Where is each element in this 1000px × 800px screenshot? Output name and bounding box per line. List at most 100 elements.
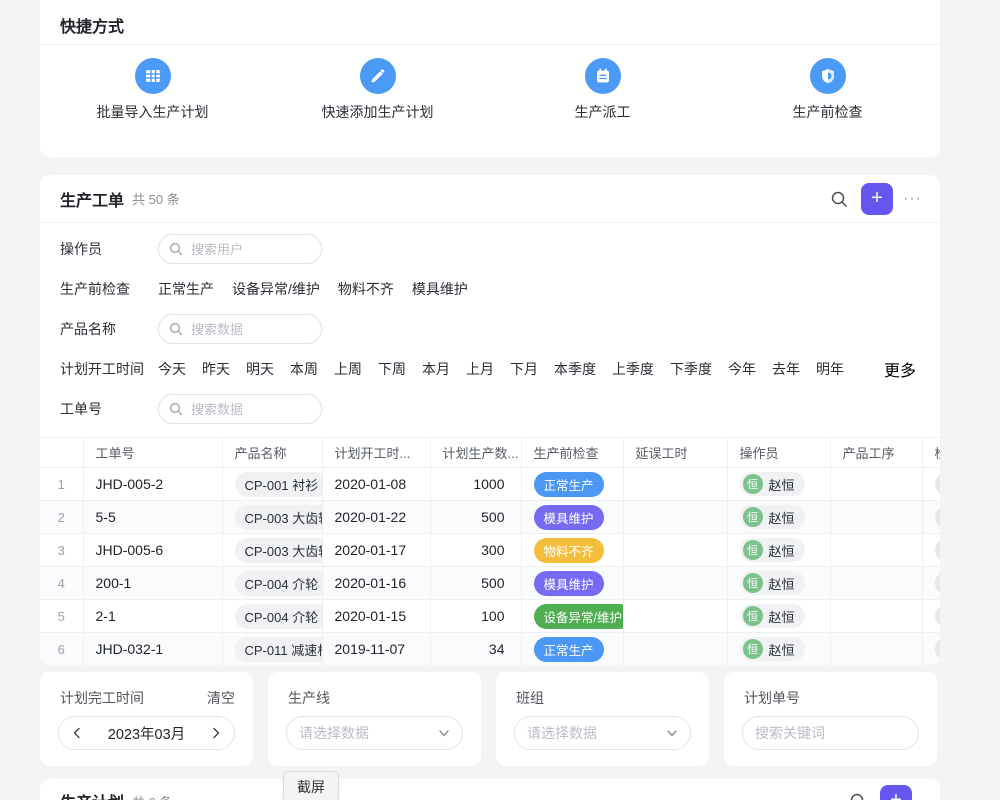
shortcut-item[interactable]: 生产前检查 (715, 44, 940, 157)
product-cell[interactable]: CP-003 大齿轮 (222, 500, 323, 534)
quantity-cell[interactable]: 1000 (430, 467, 522, 501)
filter-option[interactable]: 下月 (510, 361, 538, 377)
column-header[interactable] (40, 437, 84, 468)
filter-option[interactable]: 下周 (378, 361, 406, 377)
operator-cell[interactable]: 恒赵恒 (727, 599, 831, 633)
start-date-cell[interactable]: 2019-11-07 (322, 632, 431, 665)
add-button[interactable]: + (861, 182, 894, 215)
extra-cell[interactable] (922, 566, 940, 600)
precheck-cell[interactable]: 模具维护 (521, 566, 624, 600)
search-icon[interactable] (844, 787, 872, 800)
operator-cell[interactable]: 恒赵恒 (727, 467, 831, 501)
extra-cell[interactable] (922, 500, 940, 534)
start-date-cell[interactable]: 2020-01-17 (322, 533, 431, 567)
filter-option[interactable]: 上周 (334, 361, 362, 377)
order-no-cell[interactable]: 200-1 (83, 566, 223, 600)
table-row[interactable]: 4 200-1 CP-004 介轮 2020-01-16 500 模具维护 恒赵恒 (40, 566, 940, 600)
column-header[interactable]: 工单号 (83, 437, 223, 468)
process-cell[interactable] (830, 599, 923, 633)
order-no-cell[interactable]: JHD-005-6 (83, 533, 223, 567)
order-no-cell[interactable]: JHD-005-2 (83, 467, 223, 501)
operator-cell[interactable]: 恒赵恒 (727, 533, 831, 567)
delay-hours-cell[interactable] (623, 500, 728, 534)
product-cell[interactable]: CP-011 减速机 (222, 632, 323, 665)
row-number-cell[interactable]: 1 (40, 467, 84, 501)
start-date-cell[interactable]: 2020-01-22 (322, 500, 431, 534)
screenshot-button[interactable]: 截屏 (283, 771, 339, 800)
order-no-cell[interactable]: JHD-032-1 (83, 632, 223, 665)
column-header[interactable]: 延误工时 (623, 437, 728, 468)
operator-cell[interactable]: 恒赵恒 (727, 500, 831, 534)
order-no-cell[interactable]: 5-5 (83, 500, 223, 534)
shortcut-item[interactable]: 生产派工 (490, 44, 715, 157)
quantity-cell[interactable]: 500 (430, 566, 522, 600)
column-header[interactable]: 生产前检查 (521, 437, 624, 468)
table-row[interactable]: 6 JHD-032-1 CP-011 减速机 2019-11-07 34 正常生产 恒赵恒 (40, 632, 940, 665)
extra-cell[interactable] (922, 599, 940, 633)
precheck-cell[interactable]: 模具维护 (521, 500, 624, 534)
order-no-search-input[interactable] (158, 394, 322, 424)
more-option[interactable]: 更多 (883, 363, 916, 380)
order-no-cell[interactable]: 2-1 (83, 599, 223, 633)
filter-option[interactable]: 下季度 (670, 361, 712, 377)
delay-hours-cell[interactable] (623, 632, 728, 665)
process-cell[interactable] (830, 533, 923, 567)
team-select[interactable]: 请选择数据 (514, 716, 691, 750)
extra-cell[interactable] (922, 632, 940, 665)
precheck-cell[interactable]: 设备异常/维护 (521, 599, 624, 633)
shortcut-item[interactable]: 批量导入生产计划 (40, 44, 265, 157)
chevron-right-icon[interactable] (210, 727, 222, 739)
quantity-cell[interactable]: 34 (430, 632, 522, 665)
product-search-input[interactable] (158, 314, 322, 344)
filter-option[interactable]: 明天 (246, 361, 274, 377)
filter-option[interactable]: 去年 (772, 361, 800, 377)
column-header[interactable]: 操作员 (727, 437, 831, 468)
delay-hours-cell[interactable] (623, 566, 728, 600)
column-header[interactable]: 产品工序 (830, 437, 923, 468)
start-date-cell[interactable]: 2020-01-08 (322, 467, 431, 501)
filter-option[interactable]: 设备异常/维护 (232, 281, 320, 297)
column-header[interactable]: 检 (922, 437, 940, 468)
filter-option[interactable]: 明年 (816, 361, 844, 377)
filter-option[interactable]: 模具维护 (411, 281, 468, 297)
operator-cell[interactable]: 恒赵恒 (727, 632, 831, 665)
delay-hours-cell[interactable] (623, 599, 728, 633)
filter-option[interactable]: 上季度 (612, 361, 654, 377)
process-cell[interactable] (830, 500, 923, 534)
column-header[interactable]: 计划生产数... (430, 437, 522, 468)
clear-button[interactable]: 清空 (207, 690, 235, 706)
filter-option[interactable]: 今年 (728, 361, 756, 377)
chevron-left-icon[interactable] (71, 727, 83, 739)
product-cell[interactable]: CP-004 介轮 (222, 566, 323, 600)
process-cell[interactable] (830, 632, 923, 665)
quantity-cell[interactable]: 100 (430, 599, 522, 633)
more-icon[interactable]: ··· (903, 189, 922, 207)
extra-cell[interactable] (922, 467, 940, 501)
product-cell[interactable]: CP-003 大齿轮 (222, 533, 323, 567)
product-cell[interactable]: CP-001 衬衫 (222, 467, 323, 501)
start-date-cell[interactable]: 2020-01-15 (322, 599, 431, 633)
row-number-cell[interactable]: 6 (40, 632, 84, 665)
filter-option[interactable]: 昨天 (202, 361, 230, 377)
shortcut-item[interactable]: 快速添加生产计划 (265, 44, 490, 157)
row-number-cell[interactable]: 4 (40, 566, 84, 600)
filter-option[interactable]: 上月 (466, 361, 494, 377)
column-header[interactable]: 产品名称 (222, 437, 323, 468)
table-row[interactable]: 1 JHD-005-2 CP-001 衬衫 2020-01-08 1000 正常生产 恒赵恒 (40, 467, 940, 501)
operator-search-input[interactable] (158, 234, 322, 264)
filter-option[interactable]: 今天 (158, 361, 186, 377)
filter-option[interactable]: 本周 (290, 361, 318, 377)
filter-option[interactable]: 正常生产 (158, 281, 214, 297)
process-cell[interactable] (830, 467, 923, 501)
operator-cell[interactable]: 恒赵恒 (727, 566, 831, 600)
add-button[interactable]: + (880, 785, 912, 800)
row-number-cell[interactable]: 3 (40, 533, 84, 567)
search-icon[interactable] (825, 185, 853, 213)
delay-hours-cell[interactable] (623, 467, 728, 501)
column-header[interactable]: 计划开工时... (322, 437, 431, 468)
filter-option[interactable]: 本季度 (554, 361, 596, 377)
quantity-cell[interactable]: 500 (430, 500, 522, 534)
filter-option[interactable]: 物料不齐 (337, 281, 394, 297)
